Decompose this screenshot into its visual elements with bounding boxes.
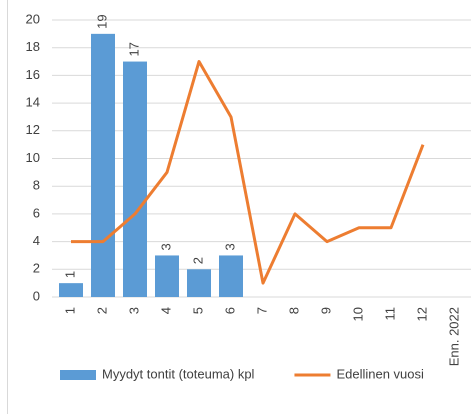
x-tick-label: 6 <box>222 307 237 314</box>
x-tick-label: 1 <box>62 307 77 314</box>
x-tick-label: 4 <box>158 307 173 314</box>
x-tick-label: 11 <box>382 307 397 321</box>
data-label: 1 <box>62 271 77 278</box>
x-tick-label: 2 <box>94 307 109 314</box>
bar <box>91 33 115 297</box>
y-tick-label: 6 <box>33 205 40 220</box>
line <box>71 60 425 285</box>
bar <box>155 255 179 297</box>
y-tick-label: 2 <box>33 261 40 276</box>
y-tick-label: 0 <box>33 288 40 303</box>
x-tick-label: 9 <box>318 307 333 314</box>
data-label: 2 <box>190 257 205 264</box>
y-tick-label: 14 <box>26 95 40 110</box>
data-label: 3 <box>158 243 173 250</box>
bar <box>123 61 147 297</box>
data-label: 3 <box>222 243 237 250</box>
x-tick-label: Enn. 2022 <box>446 307 461 366</box>
bar <box>219 255 243 297</box>
x-tick-label: 7 <box>254 307 269 314</box>
y-tick-label: 20 <box>26 11 40 26</box>
bar <box>187 269 211 297</box>
data-label: 17 <box>126 42 141 56</box>
legend-label: Edellinen vuosi <box>336 366 424 381</box>
y-tick-label: 10 <box>26 150 40 165</box>
x-tick-label: 5 <box>190 307 205 314</box>
x-tick-label: 12 <box>414 307 429 321</box>
y-tick-label: 16 <box>26 67 40 82</box>
y-tick-label: 12 <box>26 122 40 137</box>
data-label: 19 <box>94 14 109 28</box>
legend-label: Myydyt tontit (toteuma) kpl <box>102 366 255 381</box>
y-tick-label: 8 <box>33 178 40 193</box>
bar <box>59 283 83 297</box>
x-tick-label: 3 <box>126 307 141 314</box>
y-tick-label: 4 <box>33 233 40 248</box>
y-tick-label: 18 <box>26 39 40 54</box>
x-tick-label: 10 <box>350 307 365 321</box>
legend-swatch <box>60 370 96 380</box>
x-tick-label: 8 <box>286 307 301 314</box>
